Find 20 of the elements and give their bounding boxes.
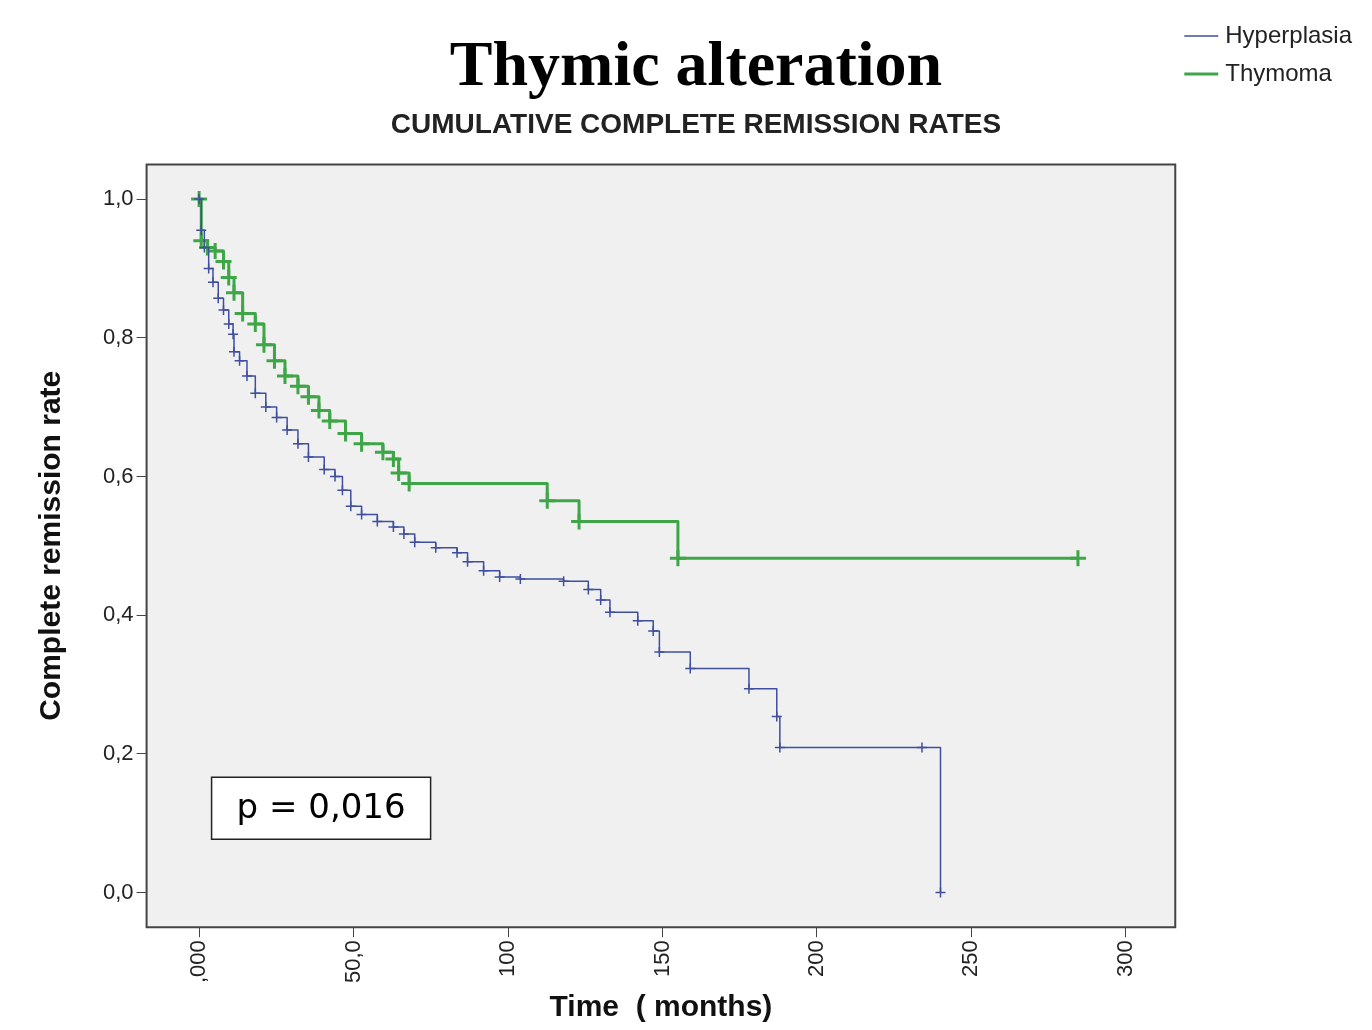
x-tick-label: 200 [802,940,828,977]
y-tick-label: 0,6 [102,462,134,488]
y-tick-label: 0,0 [102,878,134,904]
x-tick-label: 150 [648,940,674,977]
y-axis-title: Complete remission rate [33,370,67,721]
legend-label: Thymoma [1225,58,1333,86]
x-tick-label: 50,0 [339,940,365,984]
x-tick-label: 250 [957,940,983,977]
legend-label: Hyperplasia [1225,20,1353,48]
y-tick-label: 0,2 [102,739,134,765]
y-tick-label: 1,0 [102,185,134,211]
y-tick-label: 0,4 [102,601,134,627]
x-tick-label: ,000 [185,940,211,984]
chart-subtitle: CUMULATIVE COMPLETE REMISSION RATES [390,108,1002,140]
x-tick-label: 100 [494,940,520,977]
y-tick-label: 0,8 [102,323,134,349]
x-tick-label: 300 [1111,940,1137,977]
x-axis-title: Time ( months) [549,989,773,1023]
chart-title: Thymic alteration [449,27,943,99]
annotation: p = 0,016 [236,786,406,827]
